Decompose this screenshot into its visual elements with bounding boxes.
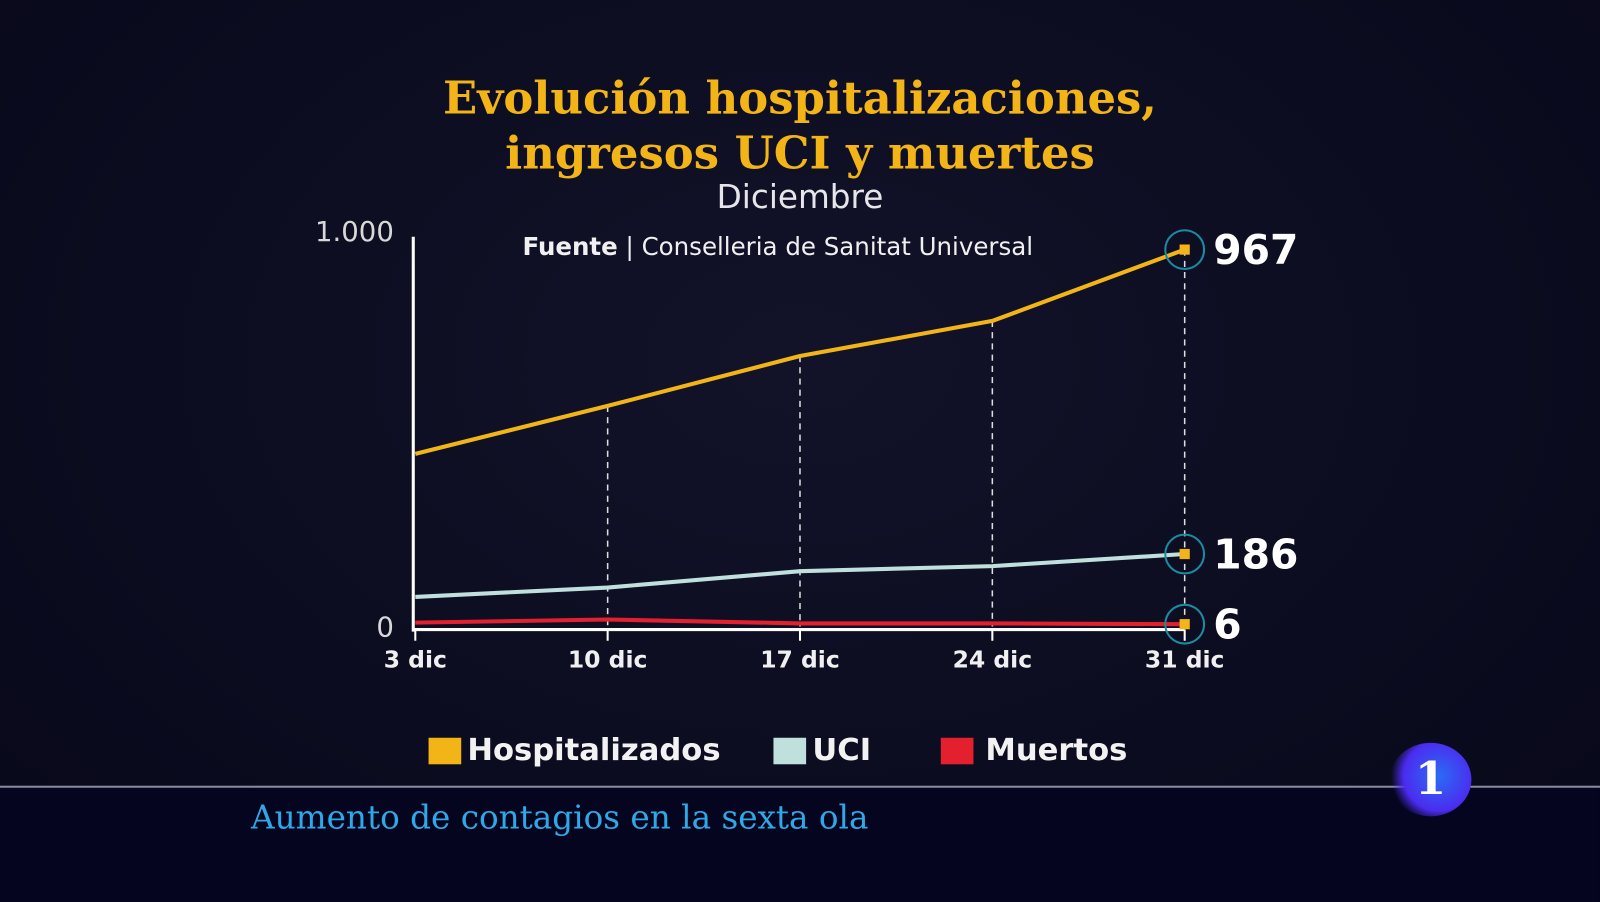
end-marker [1179,619,1190,630]
x-tick-label: 24 dic [953,645,1033,673]
ticker-headline: Aumento de contagios en la sexta ola [251,797,869,837]
line-chart: 3 dic 10 dic 17 dic 24 dic 31 dic 1.000 0 967 18… [315,216,1298,674]
y-tick-label: 1.000 [315,216,394,248]
legend-swatch [428,737,462,764]
legend-swatch [773,737,807,764]
legend-item-muertos: Muertos [940,732,1128,769]
end-marker [1179,548,1190,560]
data-label: 6 [1213,600,1241,648]
title-line-1: Evolución hospitalizaciones, [443,72,1157,125]
lower-third-band [0,785,1600,902]
chart-subtitle: Diciembre [716,177,884,217]
legend-item-hospitalizados: Hospitalizados [428,732,721,769]
end-marker-ring [1164,229,1206,271]
data-label: 967 [1213,226,1298,274]
series-line-uci [415,551,1185,599]
source-note: Fuente | Conselleria de Sanitat Universa… [522,232,1034,262]
x-tick-label: 31 dic [1145,645,1225,673]
x-tick-label: 17 dic [760,645,840,673]
x-tick-label: 10 dic [568,645,648,673]
title-line-2: ingresos UCI y muertes [505,127,1095,180]
series-line-hospitalizados [414,247,1186,456]
legend-label: Hospitalizados [467,732,721,769]
channel-logo: 1 [1389,742,1472,817]
legend-item-uci: UCI [773,732,872,769]
data-label: 186 [1213,530,1298,578]
source-label: Fuente [522,232,618,262]
legend-swatch [940,737,974,764]
legend-label: UCI [812,732,872,769]
end-marker-ring [1164,533,1206,575]
legend: Hospitalizados UCI Muertos [428,732,1181,769]
y-tick-label: 0 [376,612,394,644]
source-text: Conselleria de Sanitat Universal [641,232,1034,262]
chart-title: Evolución hospitalizaciones, ingresos UC… [0,71,1600,181]
series-line-muertos [415,617,1185,627]
end-marker [1179,244,1190,255]
x-tick-label: 3 dic [384,645,447,673]
legend-label: Muertos [985,732,1128,769]
end-marker-ring [1164,603,1206,645]
